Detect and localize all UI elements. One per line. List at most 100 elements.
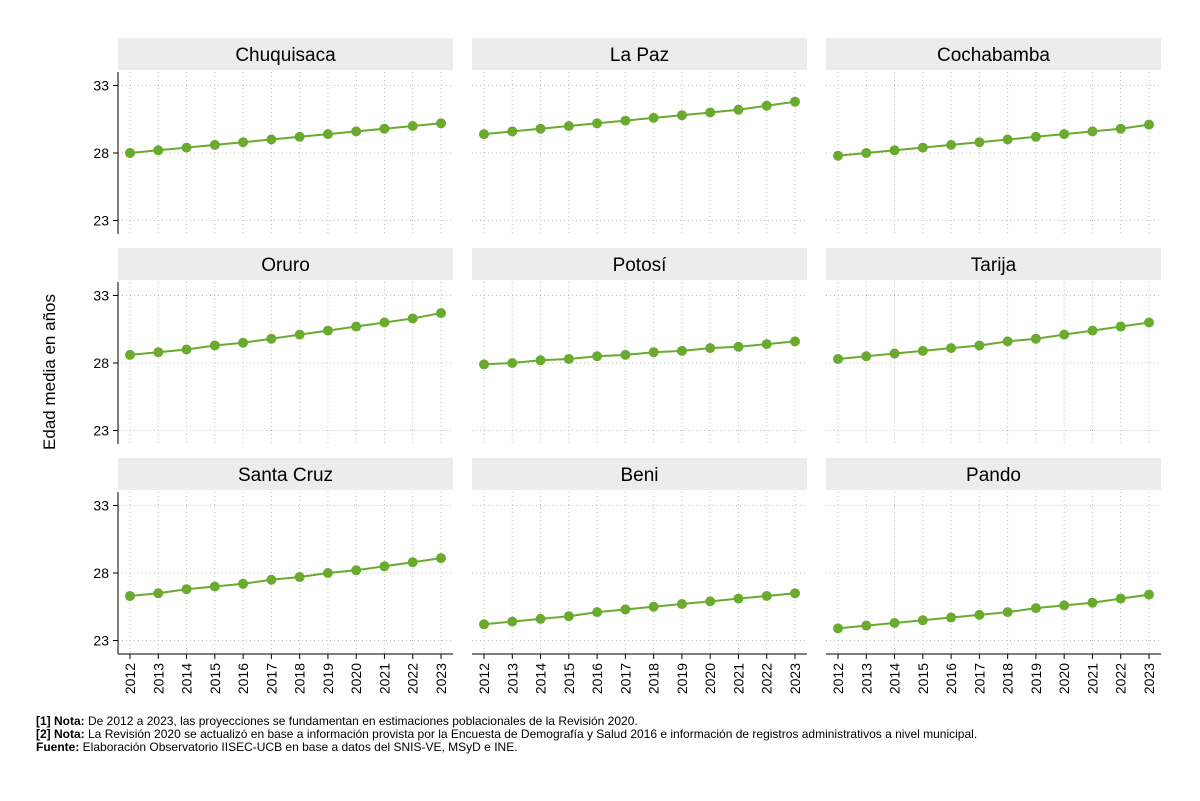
panel-header [118, 38, 453, 70]
data-point [507, 616, 518, 627]
data-point [351, 565, 362, 576]
panel-title: Pando [966, 465, 1021, 486]
panel-title: La Paz [610, 45, 669, 66]
data-point [1002, 607, 1013, 618]
panel-cochabamba: Cochabamba [826, 38, 1161, 234]
data-point [974, 137, 985, 148]
data-point [1030, 603, 1041, 614]
data-point [761, 339, 772, 350]
data-point [946, 139, 957, 150]
panel-header [472, 458, 807, 490]
data-point [1059, 129, 1070, 140]
data-point [351, 321, 362, 332]
data-point [209, 581, 220, 592]
note-1: [1] Nota: De 2012 a 2023, las proyeccion… [36, 715, 977, 728]
x-tick-label: 2013 [858, 663, 874, 694]
data-point [676, 345, 687, 356]
data-point [1030, 131, 1041, 142]
y-tick-label: 33 [93, 78, 109, 94]
data-point [1059, 329, 1070, 340]
data-point [592, 118, 603, 129]
x-tick-label: 2016 [943, 663, 959, 694]
data-point [266, 333, 277, 344]
data-point [379, 317, 390, 328]
data-point [181, 584, 192, 595]
series-line [837, 123, 1150, 157]
data-point [833, 353, 843, 364]
x-tick-label: 2012 [830, 663, 846, 694]
x-tick-label: 2022 [759, 663, 775, 694]
data-point [351, 126, 362, 137]
x-tick-label: 2015 [561, 663, 577, 694]
data-point [790, 96, 800, 107]
data-point [563, 611, 574, 622]
data-point [125, 148, 135, 158]
data-point [1087, 325, 1098, 336]
series-line [483, 340, 796, 366]
note-1-label: [1] Nota: [36, 714, 85, 728]
data-point [322, 568, 333, 578]
data-point [507, 126, 518, 137]
panel-header [472, 248, 807, 280]
x-tick-label: 2017 [263, 663, 279, 694]
panel-title: Beni [620, 465, 658, 486]
panel-santa-cruz: Santa Cruz 23 28 33 2012 2013 2014 2015 2016 2017… [93, 458, 453, 694]
data-point [379, 561, 390, 572]
panel-pando: Pando 2012 2013 2014 2015 2016 2017 2018 2019 202… [826, 458, 1161, 694]
x-tick-label: 2023 [433, 663, 449, 694]
data-point [294, 572, 305, 583]
data-point [322, 129, 333, 140]
data-point [294, 131, 305, 142]
x-tick-label: 2016 [589, 663, 605, 694]
data-point [209, 139, 220, 150]
data-point [889, 145, 900, 156]
data-point [833, 623, 843, 634]
data-point [1115, 593, 1126, 604]
panel-title: Oruro [261, 255, 310, 276]
x-tick-label: 2012 [476, 663, 492, 694]
data-point [322, 325, 333, 336]
note-1-text: De 2012 a 2023, las proyecciones se fund… [84, 714, 638, 728]
data-point [436, 308, 446, 319]
x-tick-label: 2020 [1056, 663, 1072, 694]
data-point [592, 351, 603, 362]
faceted-line-chart: Edad media en años Chuquisaca 23 28 33 La Paz… [40, 38, 1161, 694]
data-point [733, 341, 744, 352]
data-point [535, 123, 546, 134]
data-point [238, 578, 249, 589]
x-tick-label: 2022 [405, 663, 421, 694]
source-note: Fuente: Elaboración Observatorio IISEC-U… [36, 741, 977, 754]
data-point [1144, 119, 1154, 130]
source-label: Fuente: [36, 740, 80, 754]
data-point [238, 137, 249, 148]
note-2-label: [2] Nota: [36, 727, 85, 741]
note-2-text: La Revisión 2020 se actualizó en base a … [84, 727, 978, 741]
data-point [125, 590, 135, 601]
data-point [1030, 333, 1041, 344]
x-tick-label: 2018 [1000, 663, 1016, 694]
x-tick-label: 2015 [207, 663, 223, 694]
data-point [861, 148, 872, 158]
data-point [181, 344, 192, 355]
x-tick-label: 2017 [971, 663, 987, 694]
y-axis-label: Edad media en años [40, 294, 59, 450]
data-point [790, 336, 800, 347]
data-point [676, 599, 687, 610]
data-point [946, 612, 957, 623]
x-tick-label: 2013 [504, 663, 520, 694]
data-point [153, 347, 164, 358]
y-tick-label: 28 [93, 565, 109, 581]
data-point [238, 337, 249, 348]
data-point [563, 353, 574, 364]
data-point [1144, 317, 1154, 328]
data-point [761, 590, 772, 601]
panel-header [826, 248, 1161, 280]
data-point [563, 121, 574, 131]
x-tick-label: 2012 [122, 663, 138, 694]
data-point [592, 607, 603, 618]
note-2: [2] Nota: La Revisión 2020 se actualizó … [36, 728, 977, 741]
panel-la-paz: La Paz [472, 38, 807, 234]
x-tick-label: 2022 [1113, 663, 1129, 694]
x-tick-label: 2014 [179, 663, 195, 694]
data-point [507, 358, 518, 368]
